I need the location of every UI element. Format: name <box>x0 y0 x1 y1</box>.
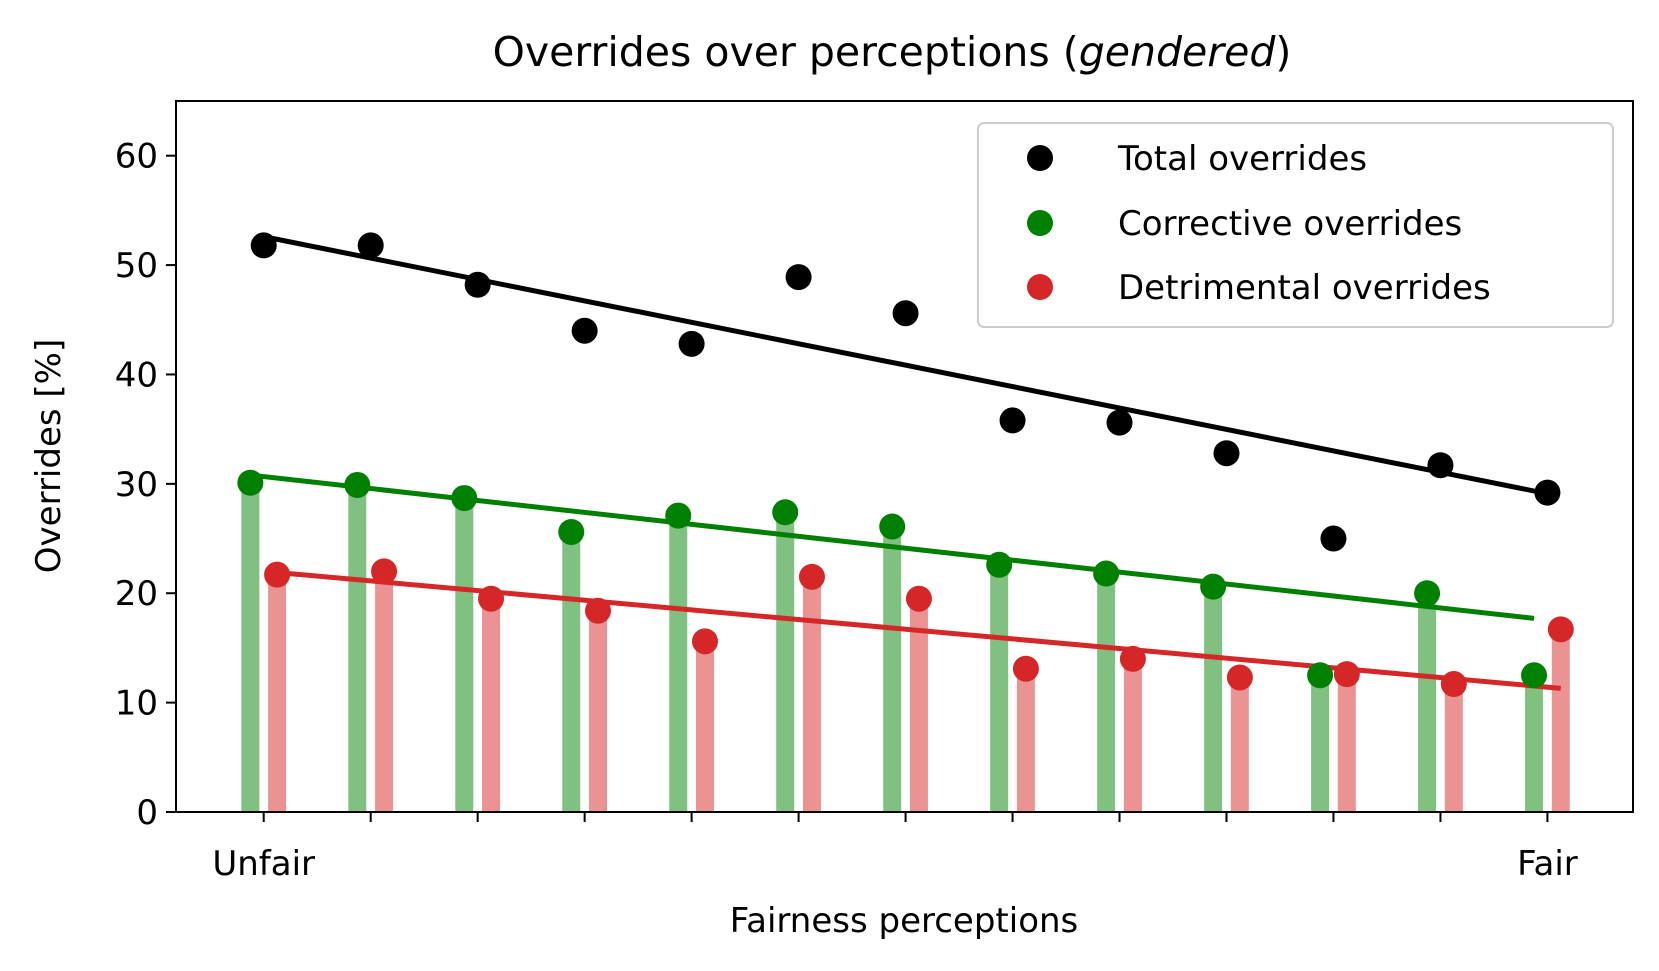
total-point <box>357 232 384 259</box>
corrective-bar <box>1311 675 1330 812</box>
corrective-bar <box>1525 675 1544 812</box>
detrimental-point <box>478 585 505 612</box>
detrimental-bar <box>1337 674 1356 812</box>
total-point <box>250 232 277 259</box>
detrimental-point <box>1226 664 1253 691</box>
corrective-point <box>558 518 585 545</box>
y-tick-label: 60 <box>115 137 158 177</box>
total-point <box>892 300 919 327</box>
total-point <box>999 407 1026 434</box>
corrective-point <box>451 485 478 512</box>
total-point <box>1534 479 1561 506</box>
detrimental-point <box>1333 661 1360 688</box>
legend-detrimental-marker <box>1027 274 1053 300</box>
corrective-point <box>879 513 906 540</box>
detrimental-point <box>905 585 932 612</box>
y-axis-label: Overrides [%] <box>29 339 69 573</box>
detrimental-point <box>585 597 612 624</box>
corrective-bar <box>1418 593 1437 812</box>
detrimental-bar <box>375 571 394 812</box>
detrimental-point <box>1012 655 1039 682</box>
chart-title-prefix: Overrides over perceptions ( <box>493 28 1079 76</box>
total-point <box>678 330 705 357</box>
total-point <box>571 317 598 344</box>
corrective-bar <box>562 531 581 812</box>
legend-box <box>977 122 1614 328</box>
corrective-point <box>665 502 692 529</box>
corrective-bar <box>1204 586 1223 812</box>
total-point <box>1427 452 1454 479</box>
detrimental-bar <box>695 641 714 812</box>
detrimental-point <box>264 561 291 588</box>
detrimental-bar <box>909 598 928 812</box>
total-point <box>785 264 812 291</box>
corrective-bar <box>669 515 688 812</box>
y-tick-label: 0 <box>136 793 158 833</box>
bars-layer <box>241 482 1570 812</box>
corrective-bar <box>241 482 260 812</box>
corrective-point <box>1093 560 1120 587</box>
detrimental-bar <box>482 598 501 812</box>
detrimental-point <box>691 628 718 655</box>
corrective-bar <box>455 498 474 812</box>
points-layer <box>237 232 1574 698</box>
detrimental-bar <box>1551 629 1570 812</box>
corrective-point <box>772 499 799 526</box>
y-tick-label: 50 <box>115 246 158 286</box>
detrimental-bar <box>802 576 821 812</box>
chart-title-suffix: ) <box>1275 28 1291 76</box>
corrective-point <box>1414 580 1441 607</box>
plot-area-frame <box>175 100 1634 813</box>
chart-title-italic: gendered <box>1079 28 1277 76</box>
y-tick-label: 10 <box>115 684 158 724</box>
total-point <box>1320 525 1347 552</box>
x-axis: Unfair Fair <box>212 812 1578 884</box>
x-tick-label: Unfair <box>212 844 315 884</box>
detrimental-bar <box>1444 684 1463 812</box>
detrimental-bar <box>1230 677 1249 812</box>
legend: Total overrides Corrective overrides Detri… <box>977 122 1614 328</box>
detrimental-point <box>1440 671 1467 698</box>
corrective-point <box>344 471 371 498</box>
y-tick-label: 20 <box>115 574 158 614</box>
detrimental-point <box>1547 616 1574 643</box>
detrimental-bar <box>1123 658 1142 812</box>
detrimental-point <box>798 563 825 590</box>
total-point <box>464 271 491 298</box>
corrective-point <box>1521 662 1548 689</box>
corrective-bar <box>883 526 902 812</box>
corrective-bar <box>776 512 795 812</box>
detrimental-point <box>371 558 398 585</box>
total-point <box>1106 409 1133 436</box>
y-tick-label: 40 <box>115 355 158 395</box>
y-tick-label: 30 <box>115 465 158 505</box>
x-tick-label: Fair <box>1517 844 1578 884</box>
corrective-point <box>986 551 1013 578</box>
legend-corrective-marker <box>1027 210 1053 236</box>
detrimental-bar <box>589 610 608 812</box>
legend-total-label: Total overrides <box>1117 139 1367 179</box>
corrective-point <box>1307 662 1334 689</box>
total-point <box>1213 440 1240 467</box>
chart-title: Overrides over perceptions (gendered) <box>493 28 1292 76</box>
x-axis-label: Fairness perceptions <box>730 901 1079 941</box>
corrective-point <box>237 469 264 496</box>
detrimental-point <box>1119 645 1146 672</box>
detrimental-bar <box>1016 668 1035 812</box>
corrective-point <box>1200 573 1227 600</box>
corrective-bar <box>348 484 367 812</box>
detrimental-bar <box>268 574 287 812</box>
corrective-bar <box>1097 573 1116 812</box>
legend-total-marker <box>1027 145 1053 171</box>
legend-detrimental-label: Detrimental overrides <box>1118 268 1491 308</box>
legend-corrective-label: Corrective overrides <box>1118 204 1462 244</box>
corrective-bar <box>990 564 1009 812</box>
y-axis: 0 10 20 30 40 50 60 <box>115 137 176 833</box>
